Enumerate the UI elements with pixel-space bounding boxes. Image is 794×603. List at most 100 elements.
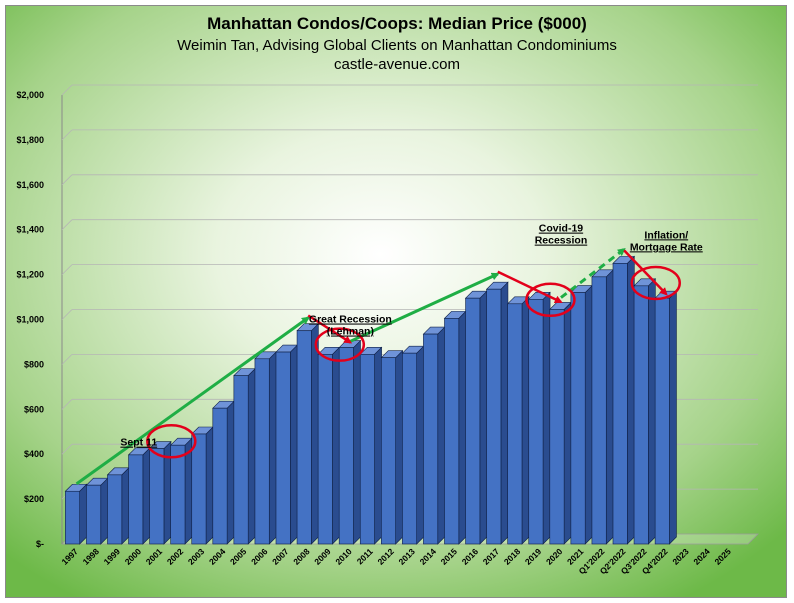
bar-side (142, 447, 151, 545)
bar (170, 444, 186, 545)
bar-side (290, 344, 298, 545)
x-tick-label: 2018 (502, 546, 523, 567)
chart-subtitle-line-2: castle-avenue.com (334, 56, 460, 73)
x-tick-label: 2025 (712, 546, 733, 567)
bar-side (437, 326, 446, 545)
y-tick-label: $1,600 (16, 180, 44, 190)
bar (402, 352, 417, 545)
y-tick-label: $200 (24, 494, 44, 504)
trend-arrow (349, 272, 500, 343)
bar (254, 358, 270, 545)
bar (107, 474, 123, 545)
annotation-label: Recession (535, 235, 588, 247)
bar (359, 353, 375, 545)
bar (65, 490, 80, 545)
y-tick-label: $2,000 (16, 90, 44, 100)
x-tick-label: 2007 (270, 546, 291, 567)
gridline-depth (61, 174, 73, 186)
gridline-depth (61, 399, 73, 410)
y-tick-label: $1,200 (16, 270, 44, 280)
bar-side (395, 349, 403, 545)
highlight-circle (146, 423, 197, 459)
bar-side (332, 346, 340, 545)
decline-arrow (623, 249, 668, 296)
chart-frame: Manhattan Condos/Coops: Median Price ($0… (5, 5, 787, 598)
bar-side (79, 483, 87, 545)
y-tick-label: $1,400 (16, 225, 44, 235)
trend-arrow (75, 316, 310, 486)
bar-side (100, 477, 109, 545)
bar-side (479, 290, 488, 545)
bar-side (247, 367, 256, 545)
bar-side (121, 467, 130, 545)
highlight-circle (630, 265, 681, 301)
x-tick-label: 2002 (165, 546, 186, 567)
bar-side (500, 281, 509, 545)
bar-side (311, 323, 319, 545)
bar (381, 357, 396, 545)
bar-side (563, 301, 572, 545)
bar (465, 297, 481, 545)
bar (507, 303, 523, 545)
x-tick-label: 2001 (144, 546, 165, 567)
bar (570, 292, 586, 545)
gridline-depth (61, 264, 73, 275)
x-tick-label: 2024 (691, 546, 712, 567)
bar (275, 351, 291, 545)
bar-side (226, 400, 235, 545)
bar-side (268, 351, 277, 545)
bar (486, 288, 502, 545)
gridline-depth (61, 354, 73, 365)
x-tick-label: 2009 (312, 546, 333, 567)
y-tick-label: $400 (24, 449, 44, 459)
chart-subtitle-line-1: Weimin Tan, Advising Global Clients on M… (177, 37, 617, 54)
bar (86, 484, 102, 545)
x-tick-label: 2017 (481, 546, 502, 567)
y-tick-label: $600 (24, 404, 44, 414)
x-tick-label: 2016 (460, 546, 481, 567)
highlight-circle (525, 282, 576, 318)
bar-side (648, 278, 656, 545)
x-tick-label: 2019 (523, 546, 544, 567)
annotation-label: Great Recession (309, 314, 392, 326)
bar-side (542, 291, 551, 545)
x-tick-label: 2003 (186, 546, 207, 567)
gridline-depth (61, 219, 73, 230)
bar-side (627, 255, 635, 545)
decline-arrow (497, 270, 563, 304)
x-tick-label: 2005 (228, 546, 249, 567)
bar (149, 448, 165, 545)
bar-side (605, 269, 614, 545)
x-tick-label: 2020 (544, 546, 565, 567)
annotation-label: Covid-19 (539, 223, 584, 235)
bar (549, 309, 565, 545)
annotation-label: Inflation/ (644, 229, 688, 241)
plot-area: $- $200 $400 $600 $800 $1,000 $1,200 $1,400 $1,6… (16, 84, 759, 576)
bar (423, 333, 439, 545)
x-tick-label: 2015 (439, 546, 460, 567)
bar (128, 454, 144, 545)
bar (633, 285, 649, 545)
x-tick-label: 1999 (102, 546, 123, 567)
y-tick-label: $1,800 (16, 135, 44, 145)
bar-side (374, 346, 382, 545)
x-tick-label: 2014 (418, 546, 439, 567)
x-tick-label: 2023 (670, 546, 691, 567)
x-tick-label: 2012 (375, 546, 396, 567)
y-tick-label: $- (36, 539, 44, 549)
bar (528, 298, 544, 545)
x-tick-label: 1998 (81, 546, 102, 567)
y-tick-label: $1,000 (16, 315, 44, 325)
bar-side (521, 296, 530, 545)
bar (296, 330, 312, 545)
annotation-label: Sept 11 (120, 437, 157, 449)
chart-svg: Manhattan Condos/Coops: Median Price ($0… (16, 14, 759, 576)
x-tick-label: 2008 (291, 546, 312, 567)
gridline-depth (61, 443, 73, 455)
bar (654, 297, 670, 545)
x-tick-label: 2010 (333, 546, 354, 567)
bar (444, 318, 460, 545)
bar (191, 433, 207, 545)
bar-side (458, 310, 467, 545)
chart-title: Manhattan Condos/Coops: Median Price ($0… (207, 14, 587, 33)
